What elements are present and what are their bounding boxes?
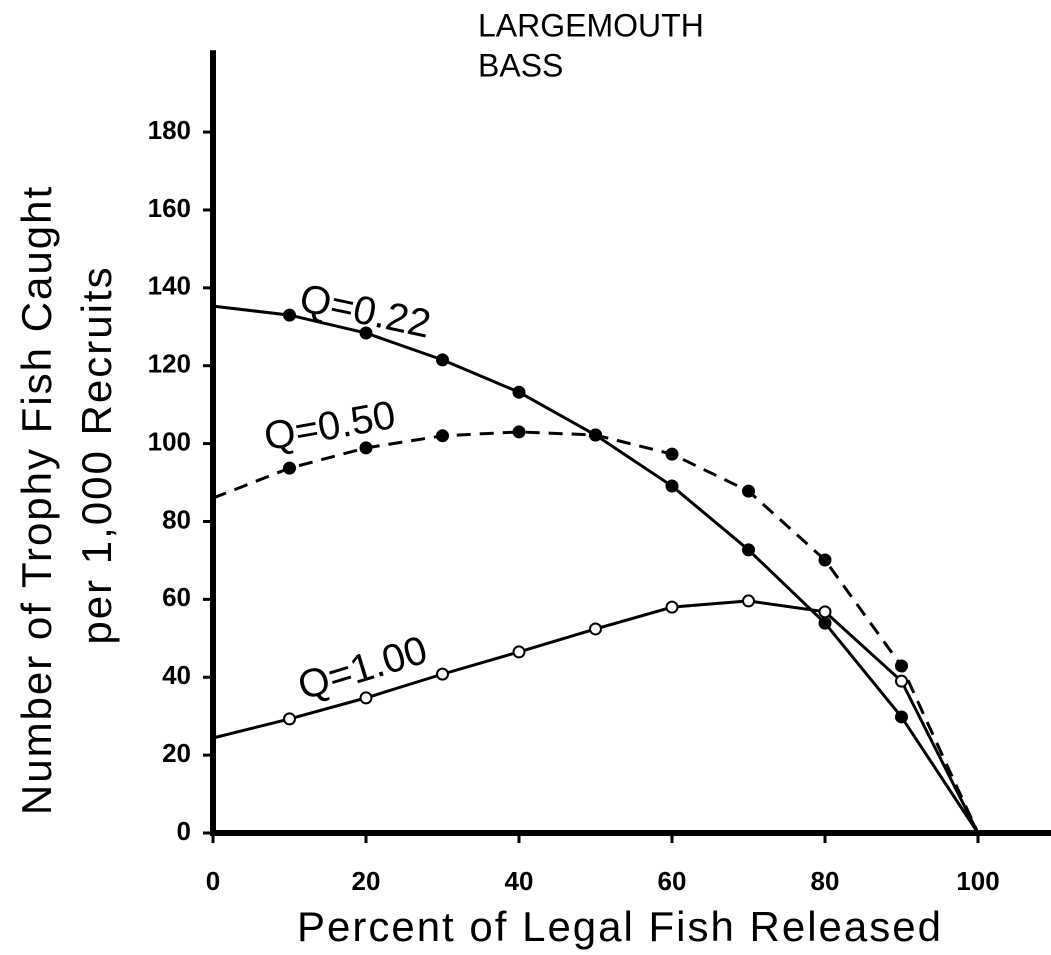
data-point [512, 645, 526, 659]
y-tick-label: 160 [148, 193, 191, 223]
data-point [359, 441, 373, 455]
data-point [283, 461, 296, 475]
data-point [283, 308, 296, 322]
y-tick-label: 20 [162, 738, 191, 768]
y-tick-label: 100 [148, 426, 191, 456]
data-point [283, 712, 296, 726]
data-point [436, 429, 449, 443]
x-tick-label: 40 [505, 866, 534, 896]
data-point [742, 543, 755, 557]
data-point [589, 622, 602, 636]
x-axis-label: Percent of Legal Fish Released [297, 903, 943, 950]
y-tick-label: 120 [148, 349, 191, 379]
y-tick-label: 0 [177, 816, 191, 846]
y-tick-label: 40 [162, 660, 191, 690]
data-point [665, 479, 679, 493]
data-point [895, 659, 908, 673]
data-point [818, 616, 832, 630]
data-point [436, 667, 449, 681]
chart-title: BASS [478, 47, 563, 83]
series-line [212, 599, 980, 834]
data-point [895, 710, 908, 724]
y-tick-label: 80 [162, 504, 191, 534]
chart-title: LARGEMOUTH [478, 7, 704, 43]
data-point [665, 600, 679, 614]
y-axis-label: Number of Trophy Fish Caught [13, 185, 60, 815]
data-point [742, 484, 755, 498]
data-point [818, 553, 832, 567]
data-point [512, 425, 526, 439]
data-point [742, 594, 755, 608]
x-tick-label: 20 [352, 866, 381, 896]
x-tick-label: 80 [811, 866, 840, 896]
data-point [512, 385, 526, 399]
y-tick-label: 180 [148, 115, 191, 145]
data-point [665, 447, 679, 461]
y-axis-label: per 1,000 Recruits [73, 265, 120, 644]
series-line [212, 304, 980, 834]
y-tick-label: 140 [148, 271, 191, 301]
x-tick-label: 60 [658, 866, 687, 896]
x-tick-label: 0 [206, 866, 220, 896]
y-tick-label: 60 [162, 582, 191, 612]
data-point [589, 428, 602, 442]
data-point [359, 691, 373, 705]
series-label: Q=0.50 [261, 393, 399, 459]
data-point [818, 605, 832, 619]
data-point [359, 326, 373, 340]
data-point [895, 674, 908, 688]
data-point [436, 353, 449, 367]
x-tick-label: 100 [956, 866, 999, 896]
